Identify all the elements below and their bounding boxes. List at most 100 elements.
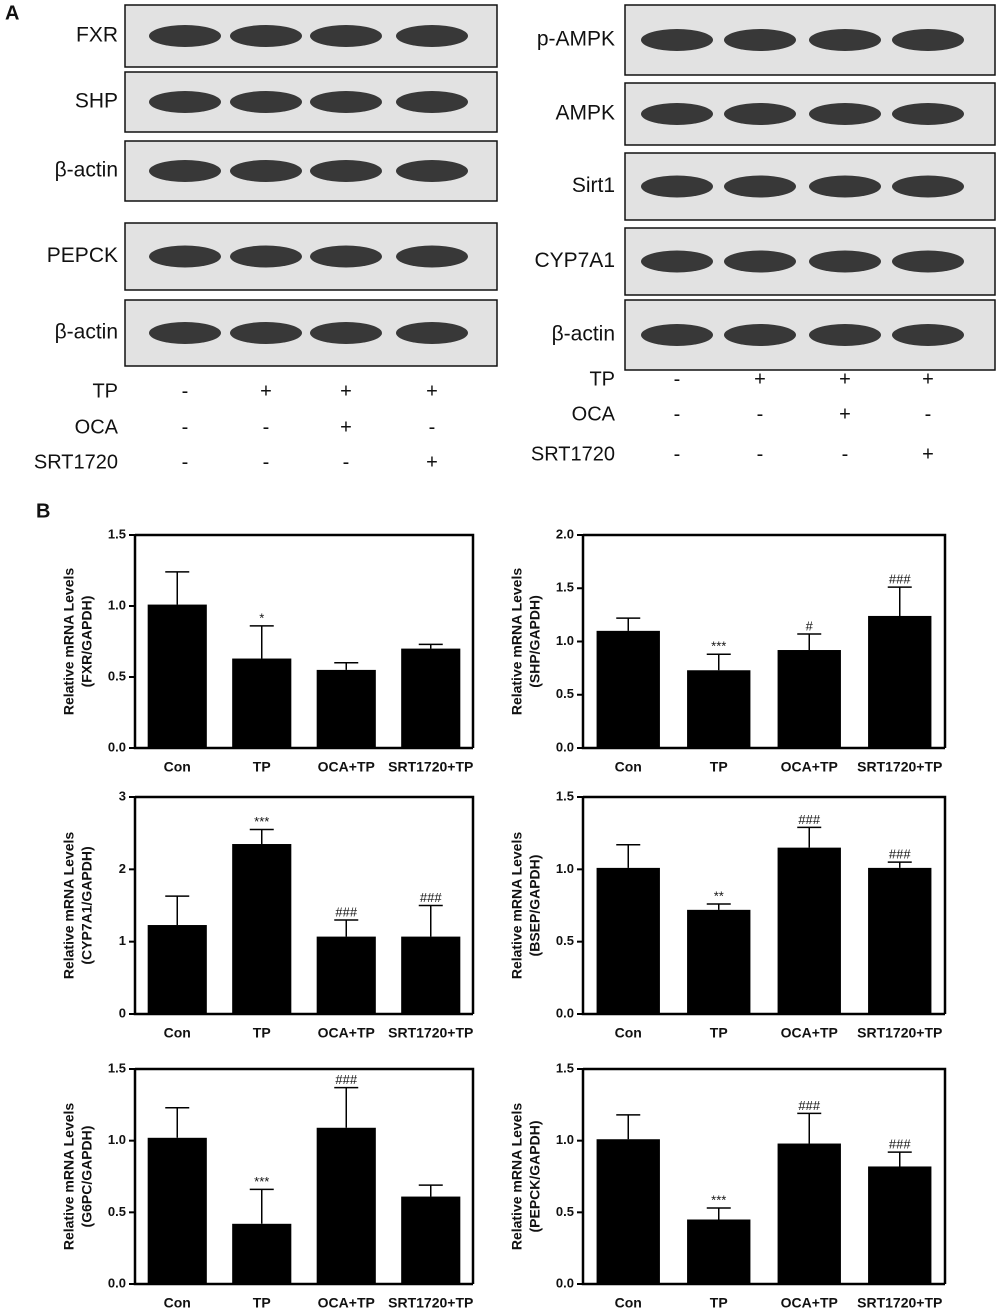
error-bar (418, 904, 443, 937)
y-tick-label: 1.0 (556, 1132, 574, 1147)
x-tick-label: OCA+TP (781, 759, 838, 775)
axes (133, 1069, 473, 1286)
bar (687, 909, 751, 1014)
x-tick-label: SRT1720+TP (388, 759, 473, 775)
blot-label: Sirt1 (572, 174, 615, 197)
y-tick-label: 1.5 (556, 580, 574, 595)
condition-sign: - (842, 443, 849, 465)
blot-band (892, 103, 964, 125)
blot-band (809, 324, 881, 346)
y-tick-label: 0.5 (108, 1204, 126, 1219)
y-tick-label: 2 (119, 861, 126, 876)
y-tick-label: 1.5 (108, 1060, 126, 1075)
x-tick-label: SRT1720+TP (857, 1295, 942, 1311)
y-tick-label: 1.0 (556, 633, 574, 648)
condition-label: TP (589, 368, 615, 390)
blot-band (724, 250, 796, 273)
x-tick-label: OCA+TP (781, 1295, 838, 1311)
error-bar (887, 861, 912, 868)
blot-band (396, 160, 468, 182)
condition-label: TP (92, 380, 118, 402)
y-tick-label: 0.5 (108, 668, 126, 683)
frame (583, 1067, 947, 1284)
error-bar (334, 919, 359, 937)
blot-label: PEPCK (47, 244, 118, 267)
condition-sign: - (182, 451, 189, 473)
condition-sign: - (757, 403, 764, 425)
bar (596, 1139, 660, 1284)
blot-band (641, 324, 713, 346)
y-tick-label: 0.5 (556, 933, 574, 948)
bar (401, 936, 461, 1014)
x-tick-label: TP (710, 1295, 728, 1311)
blot-band (149, 322, 221, 344)
frame (135, 1067, 475, 1284)
y-tick-label: 1.0 (556, 861, 574, 876)
blot-band (230, 322, 302, 344)
condition-sign: + (340, 380, 352, 402)
error-bar (797, 1112, 822, 1144)
error-bar (706, 903, 731, 910)
significance: ### (798, 1098, 820, 1113)
blot-band (310, 91, 382, 113)
condition-sign: - (757, 443, 764, 465)
bar (687, 670, 751, 748)
significance: * (259, 610, 264, 625)
axes (581, 797, 945, 1016)
y-tick-label: 2.0 (556, 526, 574, 541)
blot-band (892, 324, 964, 346)
blot-band (809, 29, 881, 51)
blot-band (310, 160, 382, 182)
error-bar (797, 633, 822, 651)
condition-sign: + (260, 380, 272, 402)
x-tick-label: OCA+TP (318, 759, 375, 775)
blot-band (641, 103, 713, 125)
condition-sign: + (922, 443, 934, 465)
frame (583, 795, 947, 1014)
axes (133, 797, 473, 1016)
blot-band (230, 91, 302, 113)
x-tick-label: Con (164, 1295, 191, 1311)
blot-band (230, 25, 302, 47)
x-tick-label: TP (710, 1025, 728, 1041)
blot-band (396, 322, 468, 344)
condition-sign: + (340, 416, 352, 438)
x-tick-label: SRT1720+TP (388, 1295, 473, 1311)
error-bar (165, 571, 190, 605)
blot-band (230, 245, 302, 268)
blot-band (396, 91, 468, 113)
x-tick-label: OCA+TP (781, 1025, 838, 1041)
error-bar (616, 1114, 641, 1140)
blot-band (310, 245, 382, 268)
significance: ### (420, 890, 442, 905)
blot-band (892, 29, 964, 51)
bar (232, 1223, 292, 1284)
blot-band (809, 103, 881, 125)
blot-band (809, 250, 881, 273)
blot-label: CYP7A1 (534, 249, 615, 272)
blot-label: FXR (76, 24, 118, 47)
axes (581, 535, 945, 750)
x-tick-label: Con (615, 759, 642, 775)
error-bar (334, 662, 359, 670)
x-tick-label: TP (253, 759, 271, 775)
significance: *** (254, 1174, 269, 1189)
blot-band (149, 91, 221, 113)
bar (232, 844, 292, 1014)
x-tick-label: Con (615, 1295, 642, 1311)
error-bar (249, 828, 274, 845)
x-tick-label: Con (164, 1025, 191, 1041)
condition-sign: - (674, 443, 681, 465)
y-tick-label: 3 (119, 788, 126, 803)
x-tick-label: Con (164, 759, 191, 775)
y-tick-label: 1.0 (108, 1132, 126, 1147)
error-bar (165, 895, 190, 926)
error-bar (249, 1188, 274, 1224)
x-tick-label: SRT1720+TP (388, 1025, 473, 1041)
y-tick-label: 1 (119, 933, 126, 948)
y-tick-label: 0.0 (556, 1005, 574, 1020)
significance: *** (711, 1192, 726, 1207)
error-bar (616, 843, 641, 868)
y-tick-label: 0.0 (108, 1275, 126, 1290)
